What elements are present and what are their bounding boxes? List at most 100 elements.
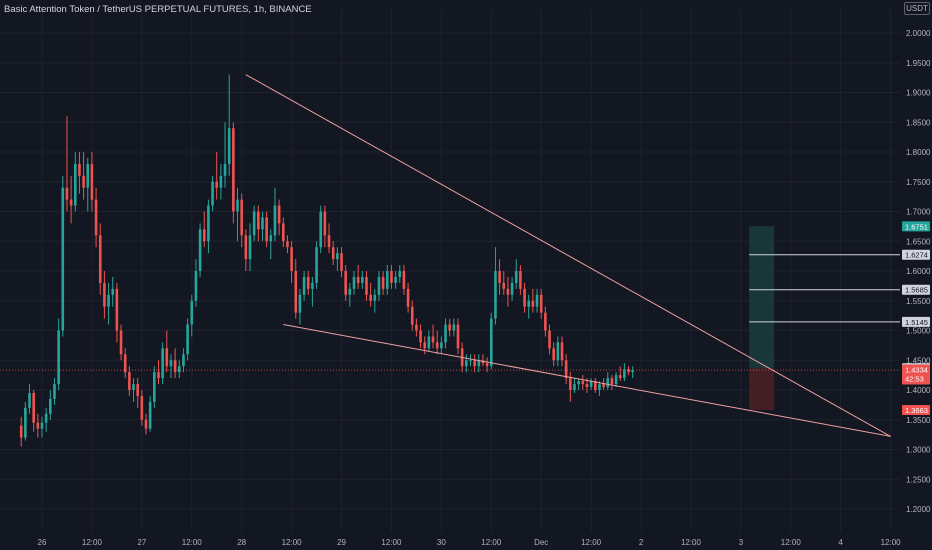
candle-body — [369, 294, 372, 301]
candle-body — [519, 271, 522, 289]
x-tick-label: 12:00 — [881, 538, 902, 547]
candle-body — [485, 363, 489, 367]
candle-body — [98, 235, 102, 283]
x-tick-label: 12:00 — [681, 538, 702, 547]
candle-body — [489, 318, 493, 367]
candle-body — [148, 401, 152, 429]
stop-loss-zone — [749, 368, 775, 411]
candle-body — [319, 211, 323, 248]
candle-body — [182, 354, 185, 367]
candle-body — [123, 354, 127, 373]
candle-body — [232, 128, 235, 212]
currency-badge[interactable]: USDT — [904, 2, 930, 15]
candle-body — [32, 392, 35, 423]
candle-body — [440, 342, 443, 349]
candle-body — [153, 372, 156, 402]
candle-body — [456, 324, 460, 349]
candle-body — [506, 288, 510, 295]
candle-body — [385, 271, 389, 289]
candle-body — [602, 384, 605, 388]
candle-body — [298, 294, 302, 313]
x-tick-label: 12:00 — [82, 538, 103, 547]
x-tick-label: 26 — [38, 538, 47, 547]
y-tick-label: 1.8500 — [906, 118, 931, 127]
candle-body — [577, 381, 580, 385]
x-tick-label: 30 — [437, 538, 446, 547]
current-price-tag-bg — [902, 364, 930, 385]
candle-body — [273, 205, 277, 236]
x-tick-label: 12:00 — [381, 538, 402, 547]
candle-body — [427, 336, 431, 349]
candle-body — [281, 223, 285, 242]
candle-body — [361, 276, 364, 283]
y-tick-label: 1.8000 — [906, 148, 931, 157]
candle-body — [502, 282, 506, 289]
candle-body — [560, 342, 564, 361]
level-price-tag-bg — [902, 249, 930, 260]
candle-body — [302, 276, 306, 295]
y-tick-label: 1.2500 — [906, 475, 931, 484]
level-price-tag-bg — [902, 284, 930, 295]
candle-body — [618, 375, 622, 379]
y-tick-label: 1.6000 — [906, 267, 931, 276]
candle-body — [194, 271, 198, 301]
candle-body — [240, 199, 243, 236]
candle-body — [431, 336, 435, 343]
candle-body — [28, 392, 31, 408]
candle-body — [593, 381, 597, 390]
y-tick-label: 1.9500 — [906, 59, 931, 68]
candle-body — [377, 276, 381, 295]
candle-body — [236, 199, 239, 212]
candle-body — [261, 217, 264, 230]
candle-body — [177, 366, 181, 373]
candle-body — [19, 425, 23, 438]
candle-body — [111, 288, 115, 295]
candle-body — [548, 330, 551, 349]
candle-body — [631, 370, 635, 373]
candle-body — [277, 205, 281, 224]
level-price-tag-bg — [902, 316, 930, 327]
x-tick-label: 27 — [137, 538, 146, 547]
candle-body — [523, 288, 526, 307]
current-price-tag: 1.4334 — [905, 366, 928, 375]
candle-body — [173, 360, 177, 373]
candle-body — [469, 360, 472, 362]
x-tick-label: 12:00 — [481, 538, 502, 547]
candle-body — [598, 384, 601, 390]
level-price-tag: 1.5145 — [905, 318, 928, 327]
candle-body — [132, 384, 135, 390]
candle-body — [61, 187, 65, 331]
candle-body — [527, 300, 531, 307]
candle-body — [564, 360, 568, 379]
candle-body — [352, 276, 356, 289]
candle-body — [286, 241, 289, 248]
candle-body — [398, 271, 402, 277]
y-tick-label: 1.3500 — [906, 416, 931, 425]
candle-body — [498, 271, 501, 283]
x-tick-label: 29 — [337, 538, 346, 547]
candle-body — [473, 360, 476, 367]
level-price-tag: 1.6274 — [905, 251, 928, 260]
candle-body — [90, 163, 94, 200]
x-tick-label: Dec — [534, 538, 548, 547]
candle-body — [161, 348, 164, 379]
target-price-tag-bg — [902, 221, 930, 232]
candle-body — [115, 288, 119, 331]
candle-body — [415, 324, 418, 331]
x-tick-label: 4 — [838, 538, 843, 547]
y-tick-label: 1.4000 — [906, 386, 931, 395]
candle-body — [606, 378, 610, 388]
x-tick-label: 12:00 — [282, 538, 303, 547]
candle-body — [365, 276, 368, 295]
candle-body — [107, 294, 110, 307]
candle-body — [535, 294, 539, 307]
candle-body — [402, 271, 406, 289]
candle-body — [423, 342, 427, 349]
candle-body — [539, 294, 543, 313]
candle-body — [556, 342, 560, 361]
y-tick-label: 1.2000 — [906, 505, 931, 514]
candle-body — [144, 419, 148, 429]
candle-body — [103, 282, 106, 307]
